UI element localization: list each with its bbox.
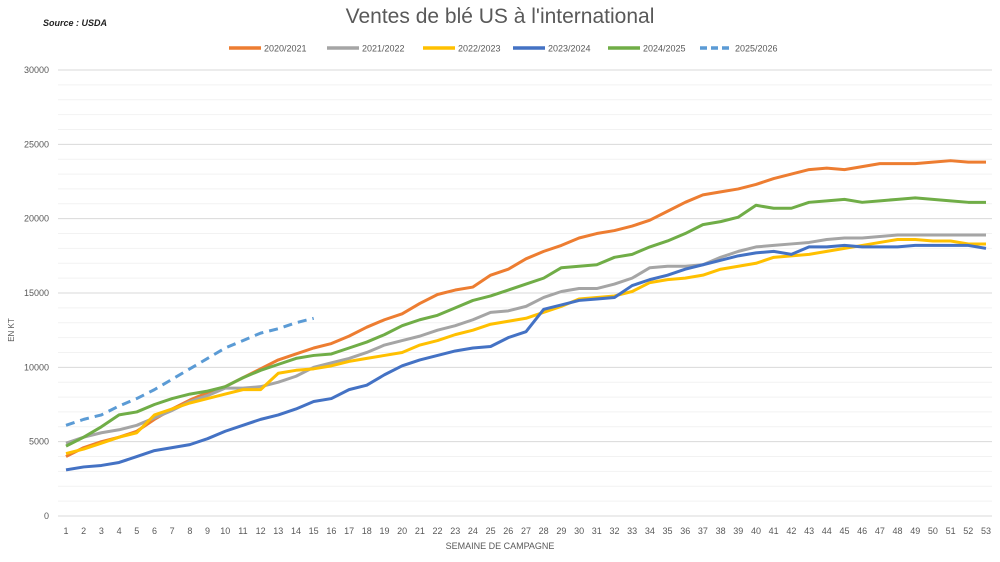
x-tick-label: 12 — [256, 526, 266, 536]
y-tick-label: 20000 — [24, 214, 49, 224]
source-note: Source : USDA — [43, 18, 108, 28]
legend-label: 2025/2026 — [735, 44, 778, 54]
x-tick-label: 37 — [698, 526, 708, 536]
x-tick-label: 18 — [362, 526, 372, 536]
x-tick-label: 39 — [733, 526, 743, 536]
x-tick-label: 40 — [751, 526, 761, 536]
x-tick-label: 49 — [910, 526, 920, 536]
y-tick-label: 15000 — [24, 288, 49, 298]
series-line-2021-2022 — [65, 233, 986, 445]
x-tick-label: 26 — [503, 526, 513, 536]
x-tick-label: 31 — [592, 526, 602, 536]
x-tick-label: 8 — [187, 526, 192, 536]
x-tick-label: 7 — [170, 526, 175, 536]
x-tick-label: 36 — [680, 526, 690, 536]
x-tick-label: 45 — [839, 526, 849, 536]
x-tick-label: 27 — [521, 526, 531, 536]
x-axis-label: SEMAINE DE CAMPAGNE — [446, 541, 555, 551]
x-tick-label: 46 — [857, 526, 867, 536]
x-tick-label: 11 — [238, 526, 247, 536]
x-tick-label: 1 — [63, 526, 68, 536]
x-tick-label: 48 — [893, 526, 903, 536]
x-tick-label: 34 — [645, 526, 655, 536]
x-tick-label: 6 — [152, 526, 157, 536]
x-tick-label: 4 — [117, 526, 122, 536]
x-tick-label: 47 — [875, 526, 885, 536]
y-axis-label: EN KT — [7, 318, 16, 342]
x-tick-label: 9 — [205, 526, 210, 536]
x-tick-label: 38 — [716, 526, 726, 536]
series-line-2023-2024 — [65, 243, 987, 472]
x-tick-label: 13 — [273, 526, 283, 536]
legend-label: 2022/2023 — [458, 44, 501, 54]
x-tick-label: 5 — [134, 526, 139, 536]
x-tick-label: 17 — [344, 526, 354, 536]
x-tick-label: 50 — [928, 526, 938, 536]
series-line-2022-2023 — [65, 237, 986, 456]
x-tick-label: 10 — [220, 526, 230, 536]
x-tick-label: 20 — [397, 526, 407, 536]
x-tick-label: 52 — [963, 526, 973, 536]
y-tick-label: 30000 — [24, 65, 49, 75]
x-tick-label: 41 — [769, 526, 779, 536]
x-tick-label: 28 — [539, 526, 549, 536]
x-tick-label: 24 — [468, 526, 478, 536]
x-tick-label: 30 — [574, 526, 584, 536]
x-tick-label: 33 — [627, 526, 637, 536]
x-tick-label: 22 — [433, 526, 443, 536]
x-tick-label: 44 — [822, 526, 832, 536]
x-tick-label: 32 — [609, 526, 619, 536]
legend-label: 2023/2024 — [548, 44, 591, 54]
x-tick-label: 42 — [786, 526, 796, 536]
y-tick-label: 5000 — [29, 437, 49, 447]
x-tick-label: 53 — [981, 526, 991, 536]
x-tick-label: 19 — [379, 526, 389, 536]
series-line-2025-2026 — [65, 316, 315, 427]
x-tick-label: 35 — [663, 526, 673, 536]
series-line-2024-2025 — [65, 196, 986, 448]
x-tick-label: 3 — [99, 526, 104, 536]
x-tick-label: 21 — [415, 526, 425, 536]
y-tick-label: 0 — [44, 511, 49, 521]
x-tick-label: 29 — [556, 526, 566, 536]
x-tick-label: 15 — [309, 526, 319, 536]
y-tick-label: 25000 — [24, 139, 49, 149]
legend-label: 2020/2021 — [264, 44, 307, 54]
chart-title: Ventes de blé US à l'international — [345, 5, 655, 28]
x-tick-label: 51 — [946, 526, 956, 536]
x-tick-label: 16 — [326, 526, 336, 536]
x-tick-label: 25 — [486, 526, 496, 536]
x-tick-label: 23 — [450, 526, 460, 536]
x-tick-label: 14 — [291, 526, 301, 536]
x-tick-label: 43 — [804, 526, 814, 536]
legend-label: 2024/2025 — [643, 44, 686, 54]
x-tick-label: 2 — [81, 526, 86, 536]
legend-label: 2021/2022 — [362, 44, 405, 54]
y-tick-label: 10000 — [24, 362, 49, 372]
